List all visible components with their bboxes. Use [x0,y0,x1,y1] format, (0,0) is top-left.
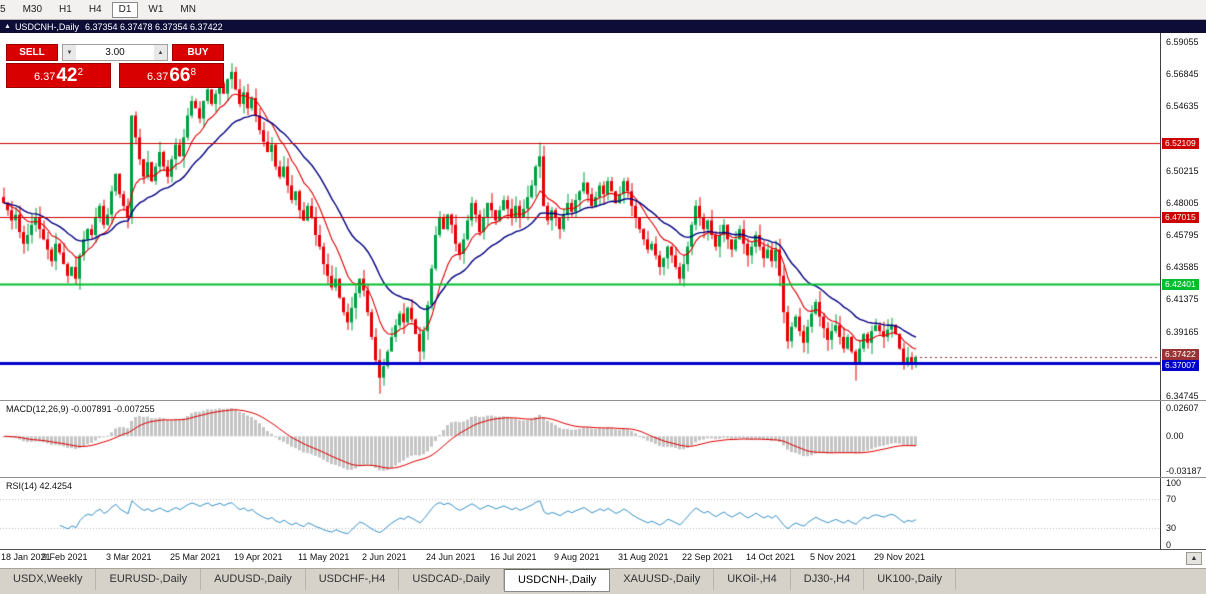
price-axis-tick: 6.59055 [1166,36,1199,47]
price-axis-tick: 6.39165 [1166,326,1199,337]
volume-decrease-button[interactable]: ▼ [63,45,76,60]
price-axis-tick: 6.34745 [1166,390,1199,401]
timeframe-button-h1[interactable]: H1 [52,2,79,18]
macd-axis-tick: 0.02607 [1166,402,1199,413]
sell-price-base: 6.37 [33,71,56,83]
price-axis-tick: 6.41375 [1166,294,1199,305]
price-axis[interactable]: 6.59055 6.56845 6.54635 6.50215 6.48005 6.457… [1160,20,1206,550]
sell-price-big: 42 [56,65,78,86]
time-axis-label: 24 Jun 2021 [426,552,476,562]
timeframe-button-h4[interactable]: H4 [82,2,109,18]
tab-audusd-daily[interactable]: AUDUSD-,Daily [201,569,306,590]
rsi-axis-tick: 100 [1166,478,1182,488]
tab-ukoil-h4[interactable]: UKOil-,H4 [714,569,791,590]
chart-title-bar: ▲ USDCNH-,Daily 6.37354 6.37478 6.37354 … [0,20,1206,33]
tab-usdchf-h4[interactable]: USDCHF-,H4 [306,569,400,590]
price-axis-tick: 6.48005 [1166,197,1199,208]
time-axis-label: 5 Nov 2021 [810,552,857,562]
volume-value[interactable]: 3.00 [105,47,125,58]
macd-axis-tick: -0.03187 [1166,465,1202,476]
macd-axis-tick: 0.00 [1166,431,1184,442]
chart-tabs-bar: USDX,Weekly EURUSD-,Daily AUDUSD-,Daily USD… [0,568,1206,594]
price-line-badge: 6.37007 [1162,360,1199,372]
buy-button[interactable]: BUY [172,44,224,61]
one-click-trading-panel: SELL ▼ 3.00 ▲ BUY 6.37 42 2 6.37 66 8 [6,44,224,88]
price-axis-tick: 6.56845 [1166,69,1199,80]
timeframe-button-w1[interactable]: W1 [141,2,170,18]
tab-usdcad-daily[interactable]: USDCAD-,Daily [399,569,504,590]
trade-prices-row: 6.37 42 2 6.37 66 8 [6,63,224,88]
time-axis-label: 25 Mar 2021 [170,552,221,562]
time-axis-label: 29 Nov 2021 [874,552,926,562]
price-chart-canvas[interactable] [0,20,1160,550]
tab-usdcnh-daily[interactable]: USDCNH-,Daily [503,569,611,592]
price-axis-tick: 6.43585 [1166,262,1199,273]
rsi-indicator-label: RSI(14) 42.4254 [6,481,73,491]
buy-price-big: 66 [169,65,191,86]
tab-eurusd-daily[interactable]: EURUSD-,Daily [96,569,202,590]
time-axis-label: 22 Sep 2021 [682,552,734,562]
price-line-badge: 6.52109 [1162,137,1199,149]
chart-symbol-title: USDCNH-,Daily [14,21,79,32]
sell-price-sup: 2 [77,67,84,78]
panel-separator[interactable] [0,477,1206,478]
time-axis-label: 31 Aug 2021 [618,552,669,562]
scroll-to-end-button[interactable]: ▲ [1186,552,1202,565]
time-axis-label: 19 Apr 2021 [234,552,283,562]
volume-increase-button[interactable]: ▲ [154,45,167,60]
sell-price-display[interactable]: 6.37 42 2 [6,63,111,88]
current-price-badge: 6.37422 [1162,349,1199,361]
one-click-arrow-icon[interactable]: ▲ [4,23,11,30]
tab-xauusd-daily[interactable]: XAUUSD-,Daily [610,569,715,590]
price-axis-tick: 6.45795 [1166,230,1199,241]
timeframe-button-5[interactable]: 5 [0,2,13,18]
axis-separator [0,549,1206,550]
tab-usdx-weekly[interactable]: USDX,Weekly [0,569,97,590]
price-axis-tick: 6.50215 [1166,165,1199,176]
rsi-axis-tick: 0 [1166,540,1172,550]
trade-controls-row: SELL ▼ 3.00 ▲ BUY [6,44,224,61]
tab-uk100-daily[interactable]: UK100-,Daily [864,569,957,590]
sell-button[interactable]: SELL [6,44,58,61]
time-axis-label: 9 Aug 2021 [554,552,600,562]
macd-indicator-label: MACD(12,26,9) -0.007891 -0.007255 [6,404,155,414]
time-axis-label: 2 Jun 2021 [362,552,407,562]
buy-price-base: 6.37 [146,71,169,83]
time-axis-label: 14 Oct 2021 [746,552,796,562]
timeframe-button-mn[interactable]: MN [173,2,203,18]
price-axis-tick: 6.54635 [1166,101,1199,112]
time-axis[interactable]: 18 Jan 2021 9 Feb 2021 3 Mar 2021 25 Mar 20… [0,550,1160,566]
buy-price-sup: 8 [190,67,197,78]
volume-spinner: ▼ 3.00 ▲ [62,44,168,61]
tab-dj30-h4[interactable]: DJ30-,H4 [791,569,865,590]
timeframe-button-m30[interactable]: M30 [16,2,49,18]
rsi-axis-tick: 30 [1166,522,1177,533]
panel-separator[interactable] [0,400,1206,401]
timeframe-button-d1[interactable]: D1 [111,1,139,18]
buy-price-display[interactable]: 6.37 66 8 [119,63,224,88]
time-axis-label: 3 Mar 2021 [106,552,152,562]
chart-ohlc-values: 6.37354 6.37478 6.37354 6.37422 [84,21,223,32]
time-axis-label: 9 Feb 2021 [42,552,88,562]
price-line-badge: 6.42401 [1162,278,1199,290]
timeframe-toolbar: 5 M30 H1 H4 D1 W1 MN [0,0,1206,20]
time-axis-label: 16 Jul 2021 [490,552,537,562]
time-axis-label: 11 May 2021 [298,552,350,562]
time-axis-label: 18 Jan 2021 [1,552,51,562]
rsi-axis-tick: 70 [1166,494,1177,505]
price-line-badge: 6.47015 [1162,211,1199,223]
